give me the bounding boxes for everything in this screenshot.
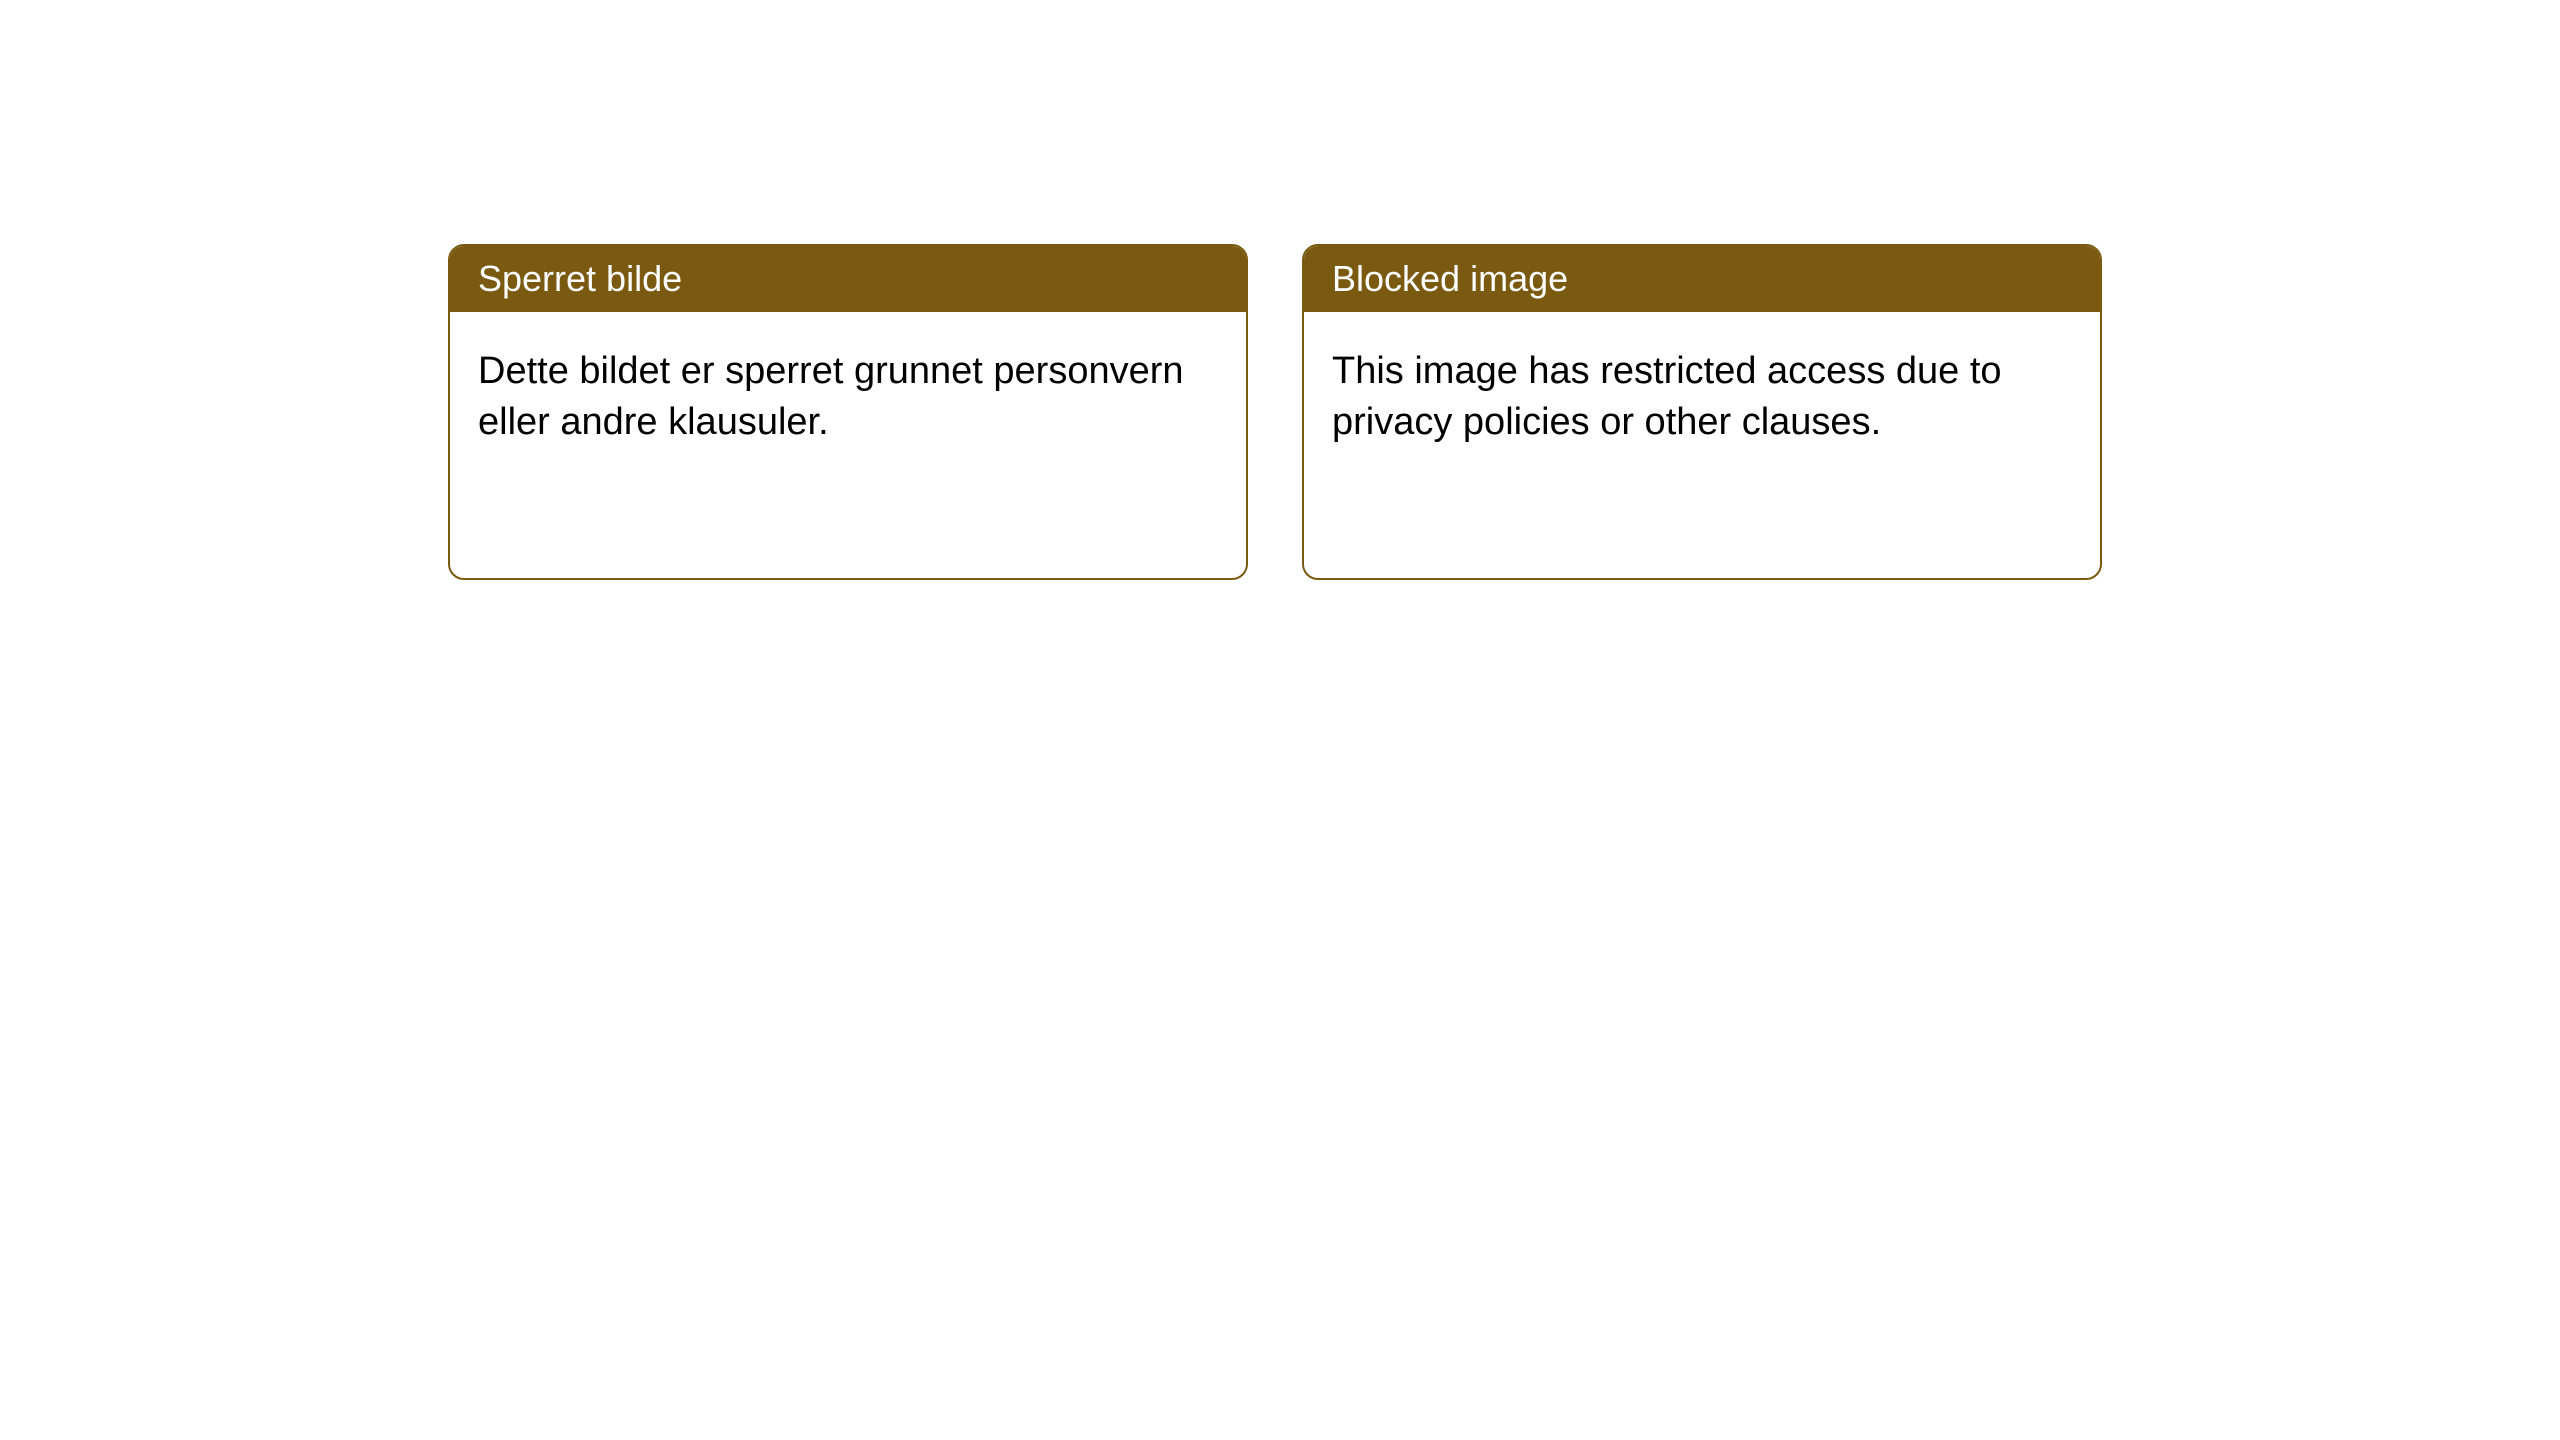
card-title: Blocked image (1332, 258, 1568, 299)
card-header: Blocked image (1304, 246, 2100, 312)
notice-card-norwegian: Sperret bilde Dette bildet er sperret gr… (448, 244, 1248, 580)
notice-container: Sperret bilde Dette bildet er sperret gr… (448, 244, 2102, 580)
card-body: Dette bildet er sperret grunnet personve… (450, 312, 1246, 483)
notice-card-english: Blocked image This image has restricted … (1302, 244, 2102, 580)
card-body: This image has restricted access due to … (1304, 312, 2100, 483)
card-header: Sperret bilde (450, 246, 1246, 312)
card-body-text: This image has restricted access due to … (1332, 350, 2002, 443)
card-body-text: Dette bildet er sperret grunnet personve… (478, 350, 1184, 443)
card-title: Sperret bilde (478, 258, 682, 299)
